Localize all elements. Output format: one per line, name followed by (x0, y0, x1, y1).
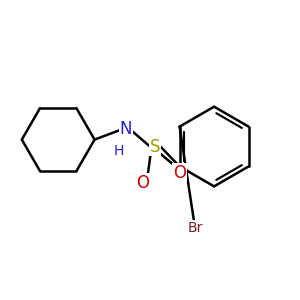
Text: H: H (114, 144, 124, 158)
Text: N: N (119, 120, 132, 138)
Text: O: O (173, 164, 186, 181)
Text: S: S (150, 137, 160, 155)
Text: O: O (136, 174, 150, 192)
Text: Br: Br (187, 221, 203, 235)
